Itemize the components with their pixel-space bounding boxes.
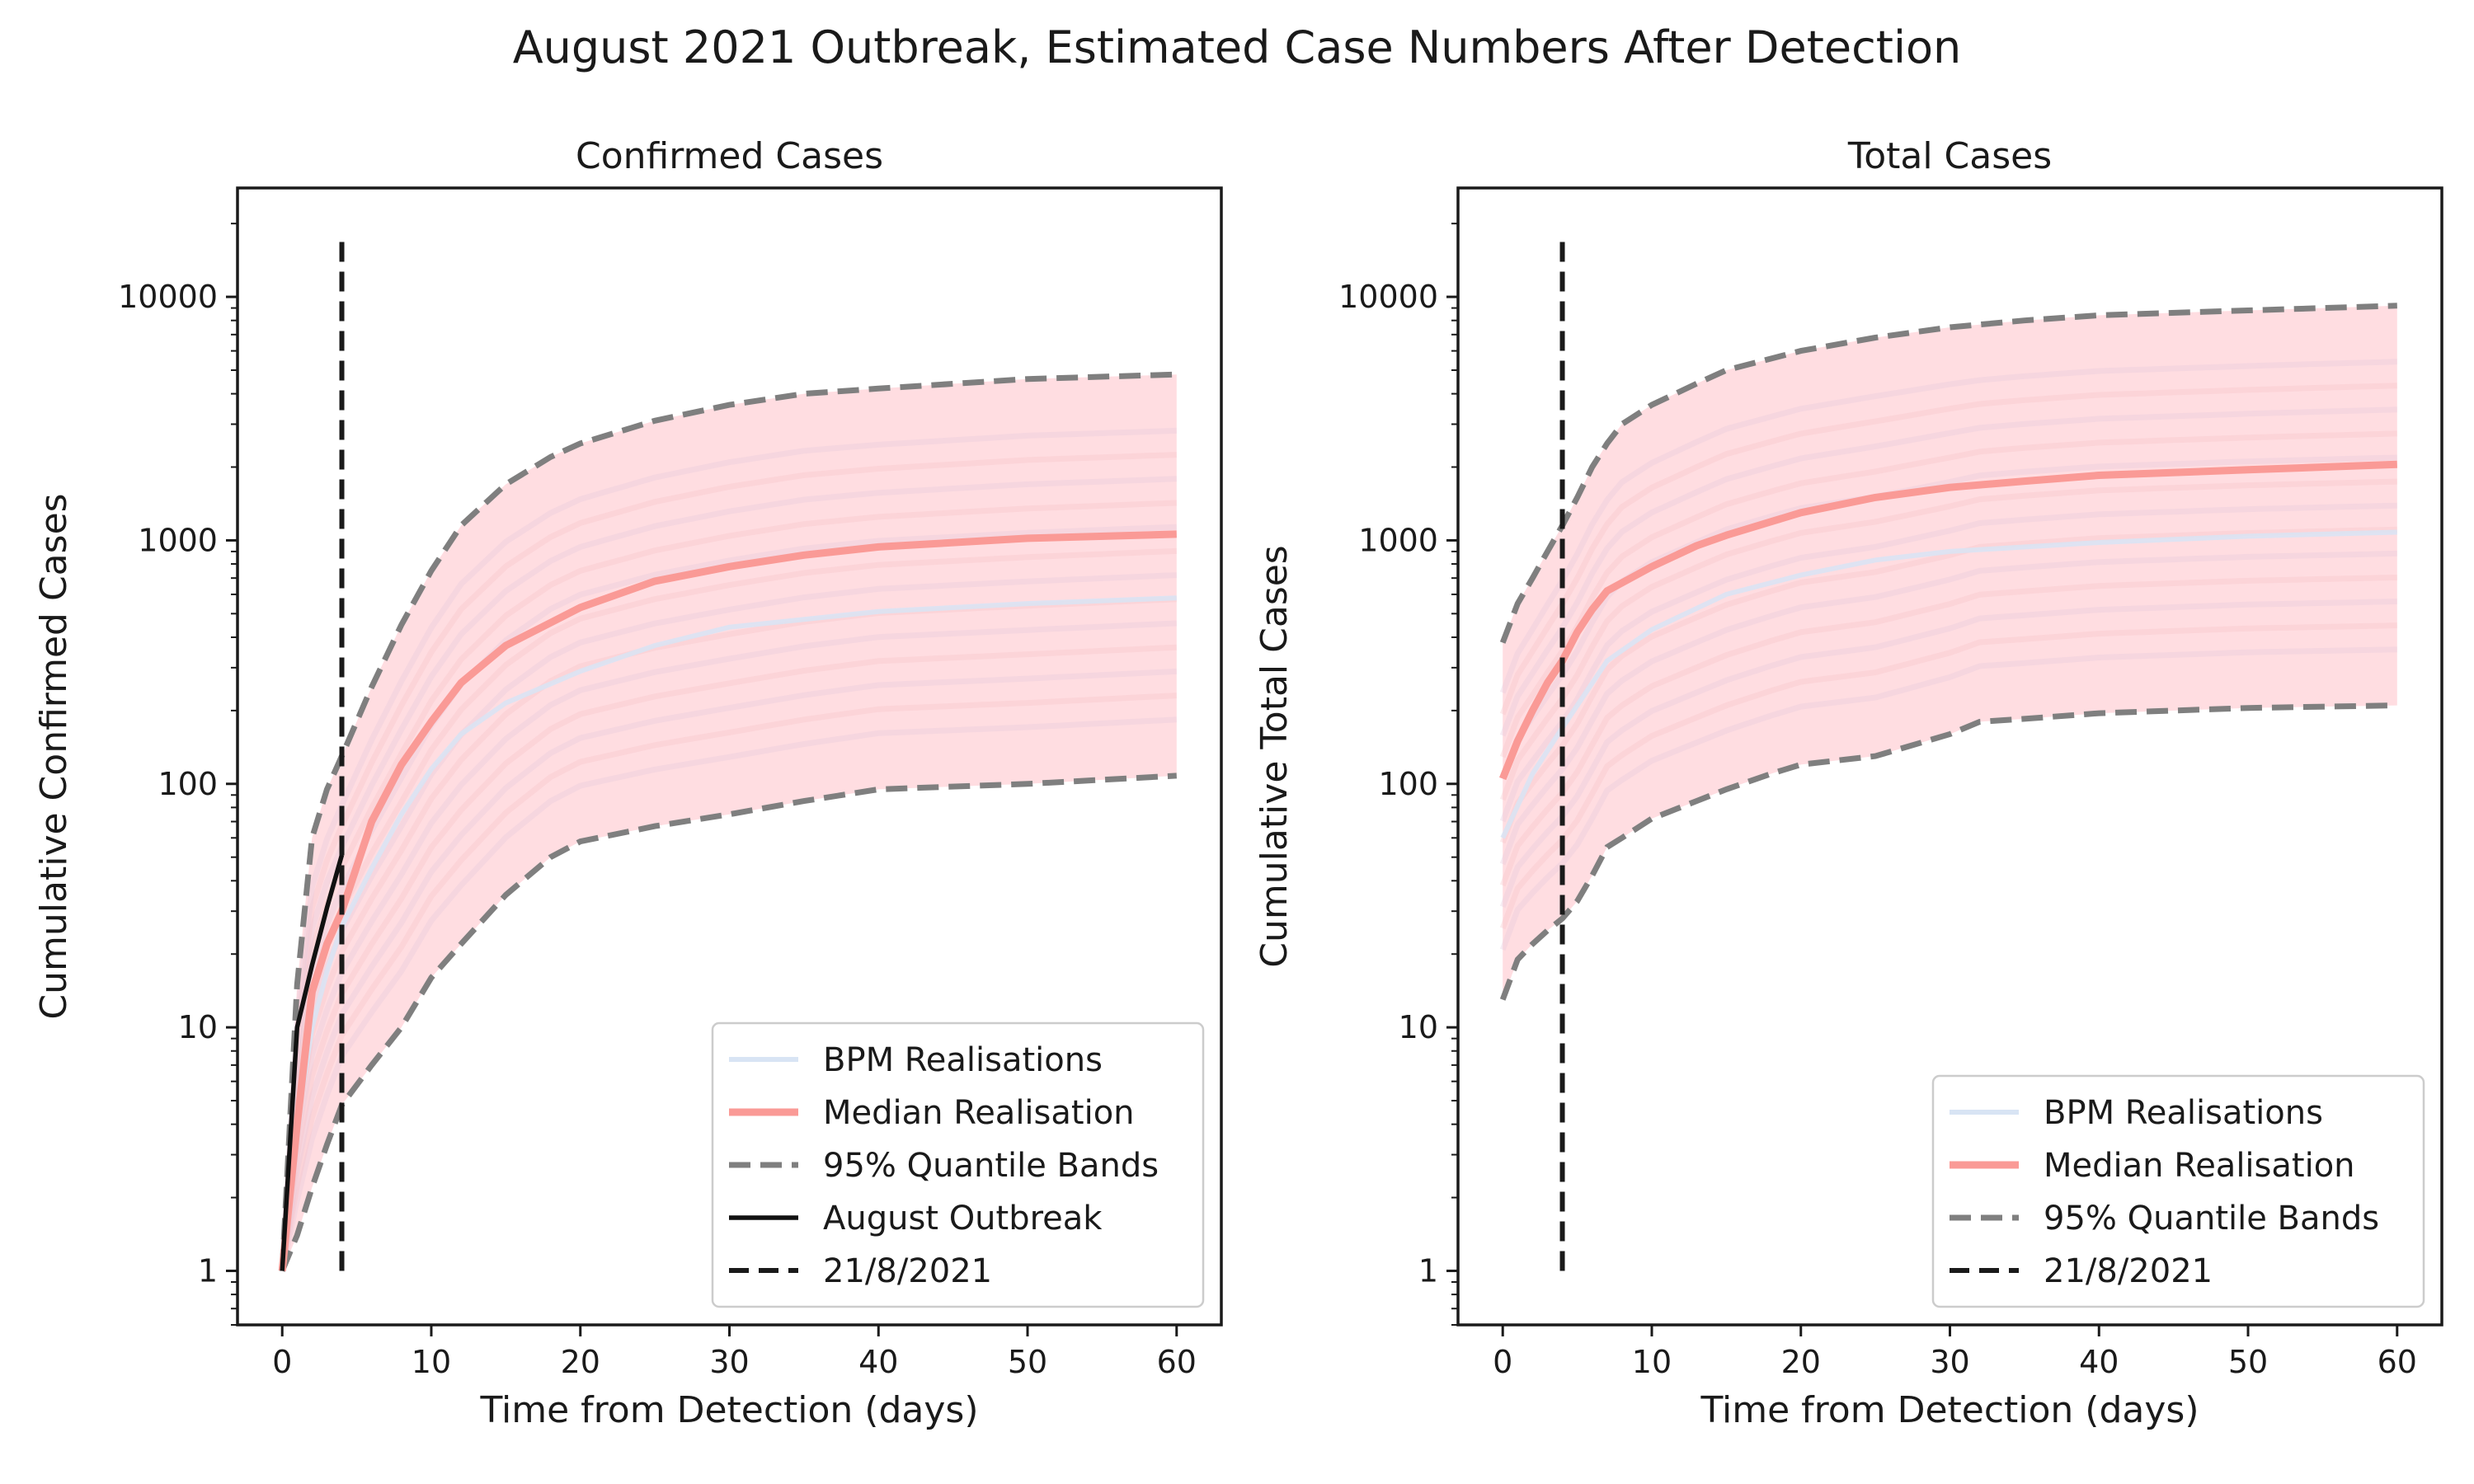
y-axis-label: Cumulative Confirmed Cases xyxy=(33,493,75,1019)
x-tick-label: 60 xyxy=(2378,1344,2417,1380)
x-tick-label: 40 xyxy=(858,1344,898,1380)
y-tick-label: 10 xyxy=(1399,1009,1438,1045)
realisation-envelope xyxy=(1503,305,2397,1000)
x-tick-label: 10 xyxy=(412,1344,451,1380)
legend-label: August Outbreak xyxy=(823,1200,1103,1237)
y-tick-label: 10000 xyxy=(118,279,218,315)
legend: BPM Realisations Median Realisation 95% Qu… xyxy=(711,1021,1205,1308)
legend-label: 95% Quantile Bands xyxy=(823,1147,1159,1185)
y-tick-label: 1000 xyxy=(1358,522,1438,558)
y-tick-label: 10 xyxy=(178,1009,218,1045)
bpm-realisation-line xyxy=(1500,529,2397,839)
x-tick-label: 0 xyxy=(272,1344,292,1380)
x-tick-label: 0 xyxy=(1493,1344,1512,1380)
y-tick-label: 10000 xyxy=(1338,279,1438,315)
quantile-band-lower xyxy=(1499,702,2397,1001)
realisation-envelope xyxy=(282,374,1177,1271)
x-tick-label: 50 xyxy=(1008,1344,1047,1380)
legend: BPM Realisations Median Realisation 95% Qu… xyxy=(1931,1074,2425,1308)
realisation-traces xyxy=(1499,359,2397,951)
x-axis-label: Time from Detection (days) xyxy=(480,1389,979,1431)
realisation-traces xyxy=(279,427,1177,1272)
quantile-band-lower xyxy=(279,773,1177,1272)
panel-title: Confirmed Cases xyxy=(576,135,883,177)
x-tick-label: 40 xyxy=(2079,1344,2119,1380)
legend-label: 21/8/2021 xyxy=(823,1252,992,1290)
quantile-band-upper xyxy=(279,371,1177,1271)
x-tick-label: 20 xyxy=(1781,1344,1821,1380)
x-tick-label: 30 xyxy=(709,1344,749,1380)
median-realisation-line xyxy=(1499,460,2397,781)
quantile-band-upper xyxy=(1499,303,2397,644)
confirmed-cases-panel: 0 10 20 30 40 50 60 1 10 100 1000 10000 Confirmed Ca… xyxy=(33,135,1223,1431)
x-tick-label: 50 xyxy=(2228,1344,2268,1380)
legend-label: 95% Quantile Bands xyxy=(2044,1200,2379,1237)
legend-label: Median Realisation xyxy=(823,1094,1135,1132)
y-tick-label: 100 xyxy=(1378,766,1438,802)
y-tick-label: 100 xyxy=(158,766,218,802)
legend-label: BPM Realisations xyxy=(823,1041,1103,1079)
bpm-realisation-line xyxy=(280,595,1177,1271)
legend-label: Median Realisation xyxy=(2044,1147,2355,1185)
y-tick-label: 1000 xyxy=(138,522,218,558)
y-axis-label: Cumulative Total Cases xyxy=(1253,545,1296,967)
x-tick-label: 30 xyxy=(1930,1344,1969,1380)
x-tick-label: 20 xyxy=(561,1344,600,1380)
figure-title: August 2021 Outbreak, Estimated Case Num… xyxy=(513,21,1962,73)
x-axis-label: Time from Detection (days) xyxy=(1700,1389,2199,1431)
legend-label: BPM Realisations xyxy=(2044,1094,2323,1132)
median-realisation-line xyxy=(278,530,1177,1271)
total-cases-panel: 0 10 20 30 40 50 60 1 10 100 1000 10000 Total Cases T… xyxy=(1253,135,2443,1431)
x-tick-label: 10 xyxy=(1632,1344,1672,1380)
panel-title: Total Cases xyxy=(1847,135,2052,177)
y-tick-label: 1 xyxy=(1418,1252,1438,1289)
y-tick-label: 1 xyxy=(198,1252,218,1289)
august-outbreak-line xyxy=(280,854,345,1271)
x-tick-label: 60 xyxy=(1157,1344,1197,1380)
legend-label: 21/8/2021 xyxy=(2044,1252,2213,1290)
